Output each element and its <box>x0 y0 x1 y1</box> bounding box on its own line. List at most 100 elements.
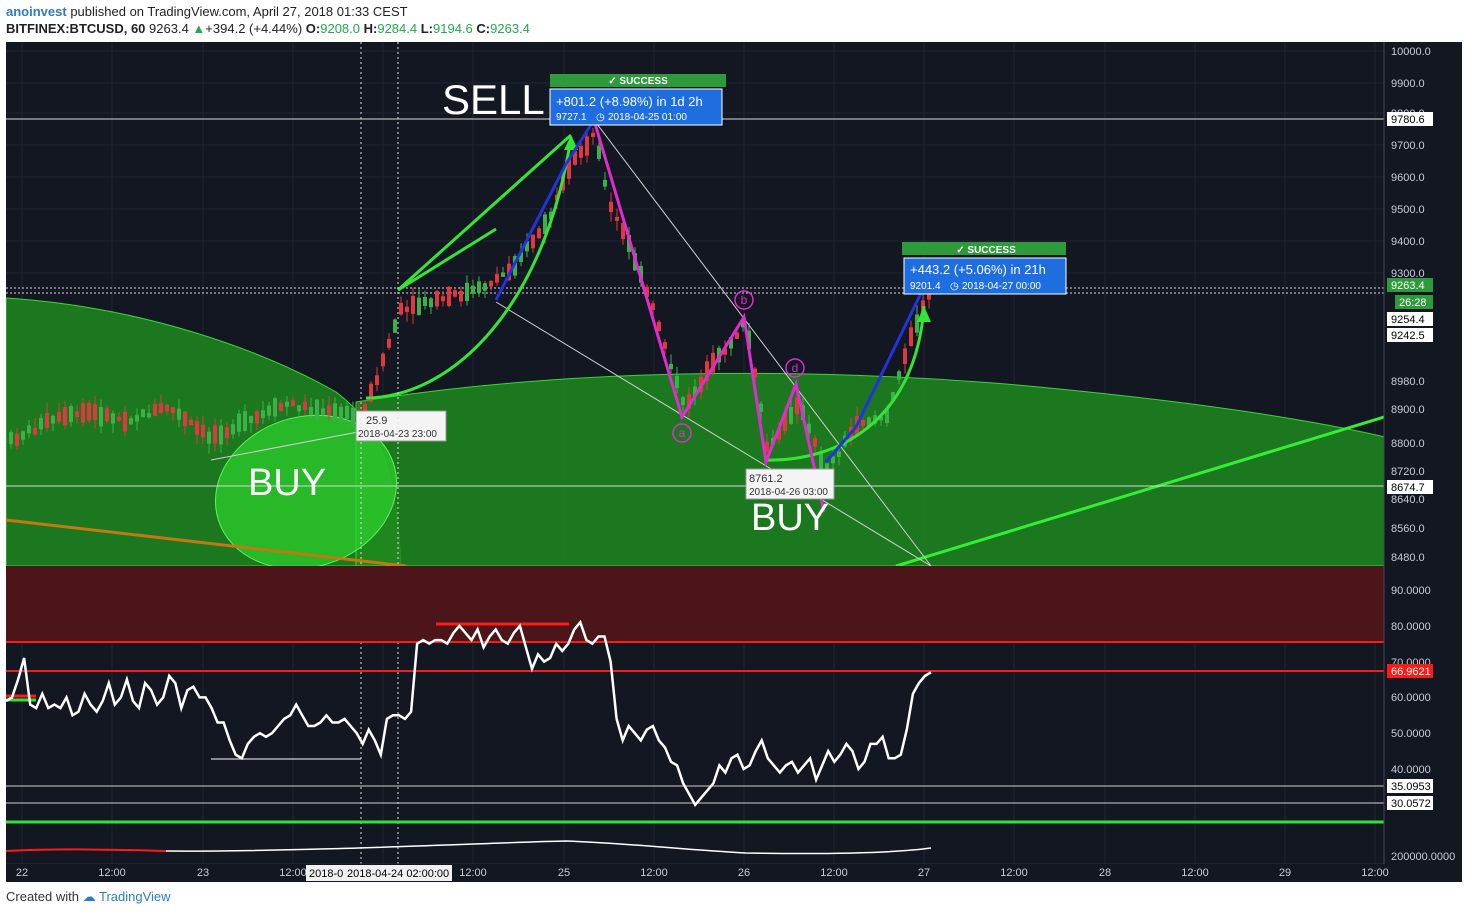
candle-body <box>747 330 751 350</box>
high-label: H: <box>363 21 378 36</box>
candle-body <box>111 413 115 424</box>
candle-body <box>477 281 481 293</box>
candle-body <box>789 407 793 424</box>
candle-body <box>75 411 79 417</box>
candle-body <box>375 375 379 385</box>
candle-body <box>39 418 43 430</box>
candle-body <box>207 431 211 444</box>
candle-body <box>567 158 571 179</box>
time-axis[interactable]: 22 12:00 23 12:00 12:00 25 12:00 26 12:00 27 12:00… <box>6 864 1389 882</box>
candle-body <box>603 179 607 187</box>
candle-body <box>501 272 505 277</box>
chart-svg[interactable]: a b d SELL BUY BUY ✓ SUCCESS +801.2 (+8.… <box>6 42 1462 882</box>
candle-body <box>57 411 61 422</box>
candle-body <box>885 408 889 423</box>
candle-body <box>819 453 823 469</box>
candle-body <box>519 251 523 262</box>
candle-body <box>525 241 529 252</box>
success-1-price: 9727.1 <box>556 112 587 123</box>
candle-body <box>837 451 841 458</box>
orange-trendline <box>6 518 407 566</box>
candle-body <box>447 286 451 306</box>
svg-text:8761.2: 8761.2 <box>749 473 783 485</box>
candle-body <box>651 303 655 311</box>
candle-body <box>867 417 871 427</box>
candle-body <box>255 411 259 424</box>
time-tick: 26 <box>738 867 750 879</box>
svg-text:35.0953: 35.0953 <box>1391 781 1431 793</box>
svg-text:✓ SUCCESS: ✓ SUCCESS <box>608 76 668 87</box>
tradingview-link[interactable]: TradingView <box>99 889 171 904</box>
success-label-1[interactable]: ✓ SUCCESS +801.2 (+8.98%) in 1d 2h 9727.… <box>549 74 726 126</box>
candle-body <box>15 433 19 446</box>
candle-body <box>93 404 97 420</box>
candle-body <box>297 405 301 412</box>
close-label: C: <box>476 21 491 36</box>
time-tick: 12:00 <box>1181 867 1209 879</box>
candle-body <box>453 290 457 297</box>
low-callout-1: 25.9 2018-04-23 23:00 <box>355 410 447 442</box>
green-curves <box>365 133 926 462</box>
svg-text:66.9621: 66.9621 <box>1391 666 1431 678</box>
candle-body <box>315 399 319 419</box>
price-tick: 9400.0 <box>1391 236 1425 248</box>
candle-body <box>471 285 475 294</box>
candle-body <box>729 337 733 349</box>
candle-body <box>87 403 91 421</box>
candle-body <box>831 456 835 464</box>
price-tick: 8900.0 <box>1391 404 1425 416</box>
rsi-panel <box>6 566 1384 824</box>
high-value: 9284.4 <box>377 21 418 36</box>
candle-body <box>879 415 883 421</box>
candle-body <box>459 290 463 302</box>
candle-body <box>687 394 691 409</box>
candle-body <box>9 432 13 445</box>
candle-body <box>291 400 295 407</box>
ohlc-line: BITFINEX:BTCUSD, 60 9263.4 ▲+394.2 (+4.4… <box>6 20 1456 37</box>
candle-body <box>423 297 427 306</box>
candle-body <box>765 442 769 452</box>
svg-text:2018-04-23 23:00: 2018-04-23 23:00 <box>358 429 437 440</box>
author-link[interactable]: anoinvest <box>6 4 67 19</box>
rsi-line <box>6 619 932 807</box>
chart-header: anoinvest published on TradingView.com, … <box>6 3 1456 39</box>
price-tick: 9600.0 <box>1391 172 1425 184</box>
candle-body <box>897 371 901 380</box>
candle-body <box>231 424 235 435</box>
wave-lines <box>210 119 932 567</box>
clock-icon-1: ◷ <box>596 112 605 123</box>
candle-body <box>411 295 415 314</box>
check-icon: ✓ <box>956 245 967 256</box>
candle-body <box>711 352 715 373</box>
candle-body <box>273 398 277 417</box>
price-tick: 8560.0 <box>1391 523 1425 535</box>
svg-text:9263.4: 9263.4 <box>1391 280 1425 292</box>
price-axis[interactable]: 10000.09900.09800.09700.09600.09500.0940… <box>1383 42 1462 882</box>
candle-body <box>147 412 151 418</box>
candle-body <box>495 274 499 283</box>
price-tick: 8720.0 <box>1391 466 1425 478</box>
close-value: 9263.4 <box>490 21 530 36</box>
last-price: 9263.4 <box>149 21 189 36</box>
price-tick: 9300.0 <box>1391 268 1425 280</box>
sell-annotation: SELL <box>442 76 545 123</box>
success-2-price: 9201.4 <box>910 281 941 292</box>
success-label-2[interactable]: ✓ SUCCESS +443.2 (+5.06%) in 21h 9201.4 … <box>902 242 1067 295</box>
time-tick: 12:00 <box>640 867 668 879</box>
time-tick: 12:00 <box>459 867 487 879</box>
candle-body <box>267 405 271 416</box>
candle-body <box>327 405 331 415</box>
low-label: L: <box>420 21 434 36</box>
chart-area[interactable]: a b d SELL BUY BUY ✓ SUCCESS +801.2 (+8.… <box>6 42 1462 882</box>
wave-d-label: d <box>792 361 799 375</box>
candle-body <box>33 427 37 435</box>
success-1-result: +801.2 (+8.98%) in 1d 2h <box>556 94 703 109</box>
wave-a-label: a <box>679 426 686 440</box>
candle-body <box>165 404 169 412</box>
candle-body <box>225 427 229 439</box>
open-label: O: <box>305 21 321 36</box>
check-icon: ✓ <box>608 76 619 87</box>
candle-body <box>441 296 445 302</box>
symbol-label[interactable]: BITFINEX:BTCUSD, 60 <box>6 21 146 36</box>
candle-body <box>741 320 745 328</box>
